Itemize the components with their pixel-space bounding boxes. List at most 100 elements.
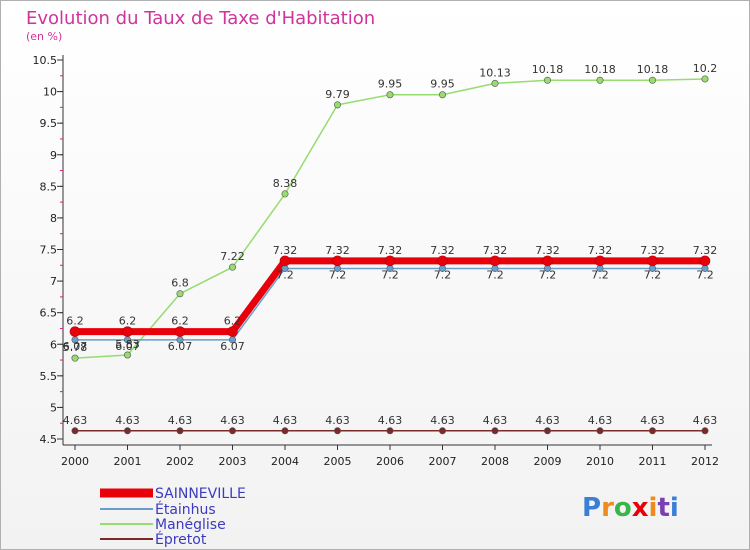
y-tick-label: 4.5 [40,433,58,446]
data-point [281,427,289,435]
data-point [491,79,499,87]
data-point [332,255,343,267]
legend-label-0: SAINNEVILLE [155,486,246,502]
data-point [384,255,396,267]
logo-letter: o [614,493,632,523]
data-point [594,255,606,267]
y-tick-label: 7.5 [40,244,58,257]
data-point [176,290,184,298]
data-point [229,427,237,435]
x-tick-label: 2000 [61,455,89,468]
y-tick-label: 6.5 [40,307,58,320]
data-label: 6.07 [63,340,88,353]
data-point [174,326,186,337]
logo-letter: i [670,493,679,523]
data-labels: 4.63 4.63 4.63 4.63 4.63 4.63 4.63 4.63 4.63 4.63… [63,62,718,427]
data-point [543,76,551,84]
data-point [438,91,446,99]
data-label: 4.63 [115,414,140,427]
legend-label-1: Étainhus [155,501,216,518]
data-point [124,351,132,359]
data-label: 4.63 [535,414,560,427]
x-tick-label: 2003 [219,455,247,468]
data-label: 7.32 [325,244,350,257]
series-line-2 [74,78,706,359]
chart-subtitle: (en %) [26,30,62,43]
legend-label-2: Manéglise [155,517,226,533]
data-point [386,427,394,435]
data-point [279,255,291,267]
data-label: 10.18 [584,63,616,76]
x-tick-label: 2006 [376,455,404,468]
data-point [699,255,711,267]
data-point [122,326,133,337]
data-points [69,75,711,435]
data-label: 6.2 [66,315,84,328]
data-point [596,427,604,435]
data-label: 7.2 [486,268,504,281]
data-label: 7.32 [273,244,298,257]
y-tick-label: 5 [50,401,57,414]
y-tick-label: 8 [50,212,57,225]
data-label: 4.63 [273,414,298,427]
data-point [229,263,237,271]
data-label: 7.32 [535,244,560,257]
data-label: 6.2 [224,315,242,328]
data-label: 4.63 [168,414,193,427]
x-tick-label: 2005 [324,455,352,468]
data-label: 4.63 [640,414,665,427]
data-label: 7.32 [483,244,508,257]
logo-letter: i [649,493,658,523]
x-tick-label: 2011 [639,455,667,468]
data-label: 6.2 [119,315,137,328]
data-label: 6.2 [171,315,189,328]
y-tick-label: 8.5 [40,180,58,193]
data-label: 7.2 [539,268,557,281]
data-label: 10.2 [693,62,718,75]
data-point [71,354,79,362]
data-label: 7.32 [588,244,613,257]
data-label: 10.18 [532,63,564,76]
data-label: 6.07 [115,340,140,353]
data-label: 7.2 [329,268,347,281]
data-label: 7.32 [640,244,665,257]
data-label: 7.32 [378,244,403,257]
data-label: 4.63 [220,414,245,427]
data-label: 4.63 [588,414,613,427]
logo-letter: t [657,493,669,523]
data-point [437,255,448,267]
data-point [648,427,656,435]
data-point [596,76,604,84]
data-label: 5.78 [63,341,88,354]
x-tick-label: 2002 [166,455,194,468]
x-tick-label: 2007 [429,455,457,468]
logo-letter: P [582,493,601,523]
data-label: 6.07 [220,340,245,353]
proxiti-logo: Proxiti [582,493,679,523]
x-tick-label: 2010 [586,455,614,468]
data-label: 4.63 [63,414,88,427]
data-point [647,255,658,267]
data-label: 10.18 [637,63,669,76]
data-point [333,101,341,109]
data-point [542,255,553,267]
data-label: 6.07 [168,340,193,353]
data-label: 5.83 [115,338,140,351]
data-label: 7.2 [434,268,452,281]
data-label: 7.32 [430,244,455,257]
data-label: 7.2 [644,268,662,281]
x-tick-label: 2009 [534,455,562,468]
data-label: 7.22 [220,250,245,263]
data-label: 4.63 [378,414,403,427]
y-tick-label: 10.5 [33,54,58,67]
data-label: 7.2 [591,268,609,281]
data-point [701,427,709,435]
data-label: 9.79 [325,88,350,101]
data-point [489,255,501,267]
legend-label-3: Épretot [155,531,207,548]
data-point [333,427,341,435]
y-tick-label: 5.5 [40,370,58,383]
data-label: 4.63 [693,414,718,427]
